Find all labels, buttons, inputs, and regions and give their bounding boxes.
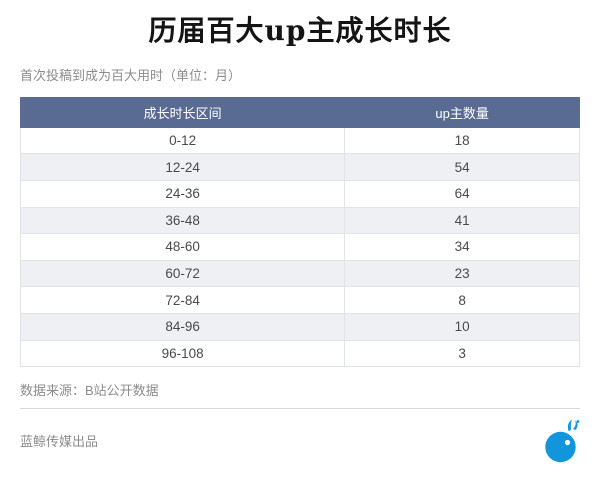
footer-divider (20, 408, 580, 410)
cell-growth-range: 60-72 (19, 259, 346, 288)
data-source-note: 数据来源：B站公开数据 (20, 383, 159, 399)
cell-up-count: 34 (344, 233, 580, 261)
table-header-row: 成长时长区间 up主数量 (19, 96, 580, 128)
growth-duration-table: 成长时长区间 up主数量 0-12 18 12-24 54 24-36 64 36-48 41… (19, 96, 580, 368)
table-row: 0-12 18 (19, 126, 580, 155)
cell-growth-range: 24-36 (19, 179, 346, 208)
cell-up-count: 18 (344, 126, 580, 155)
table-row: 36-48 41 (19, 206, 580, 235)
column-header-growth-range: 成长时长区间 (19, 96, 346, 128)
page-title: 历届百大up主成长时长 (148, 14, 452, 47)
cell-up-count: 10 (344, 312, 580, 341)
cell-growth-range: 48-60 (19, 233, 346, 261)
table-body: 0-12 18 12-24 54 24-36 64 36-48 41 48-60 34 60-72 2… (19, 126, 580, 368)
cell-growth-range: 36-48 (19, 206, 346, 235)
cell-up-count: 64 (344, 179, 580, 208)
cell-up-count: 54 (344, 153, 580, 181)
table-row: 72-84 8 (19, 286, 580, 314)
cell-growth-range: 96-108 (19, 339, 346, 368)
cell-up-count: 3 (344, 339, 580, 368)
table-row: 12-24 54 (19, 153, 580, 181)
table-row: 84-96 10 (19, 312, 580, 341)
table-row: 60-72 23 (19, 259, 580, 288)
cell-up-count: 23 (344, 259, 580, 288)
footer-brand-row: 蓝鲸传媒出品 (20, 417, 580, 463)
cell-growth-range: 0-12 (19, 126, 346, 155)
cell-growth-range: 12-24 (19, 153, 346, 181)
infographic-card: 历届百大up主成长时长 首次投稿到成为百大用时（单位：月） 成长时长区间 up主… (0, 14, 600, 463)
cell-growth-range: 84-96 (19, 312, 346, 341)
brand-credit: 蓝鲸传媒出品 (20, 433, 99, 449)
cell-up-count: 8 (344, 286, 580, 314)
cell-up-count: 41 (344, 206, 580, 235)
table-row: 24-36 64 (19, 179, 580, 208)
blue-whale-icon (545, 419, 580, 463)
table-row: 96-108 3 (19, 339, 580, 368)
cell-growth-range: 72-84 (19, 286, 346, 314)
page-subtitle: 首次投稿到成为百大用时（单位：月） (20, 67, 242, 83)
column-header-up-count: up主数量 (344, 96, 580, 128)
table-row: 48-60 34 (19, 233, 580, 261)
